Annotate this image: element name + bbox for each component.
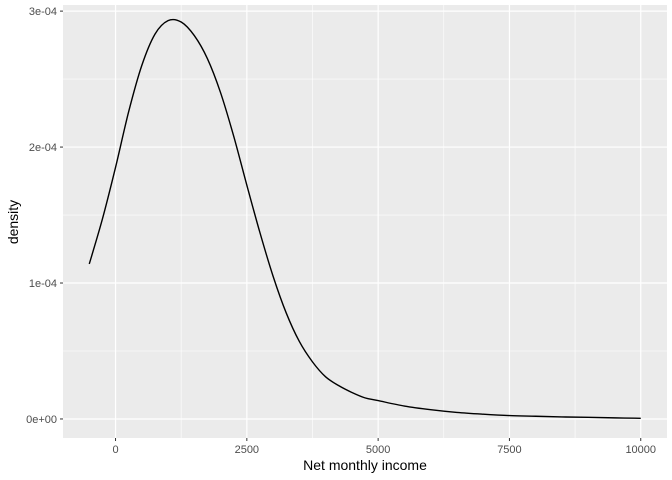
plot-panel	[63, 5, 667, 438]
y-axis-title: density	[5, 200, 21, 244]
x-axis: 0 2500 5000 7500 10000	[112, 438, 656, 456]
x-tick-label: 7500	[497, 444, 521, 456]
x-tick-label: 10000	[625, 444, 656, 456]
density-line	[88, 18, 641, 419]
x-tick-label: 0	[112, 444, 118, 456]
y-tick-label: 2e-04	[29, 142, 57, 154]
minor-gridlines	[63, 5, 667, 438]
x-tick-label: 2500	[235, 444, 259, 456]
y-axis: 0e+00 1e-04 2e-04 3e-04	[26, 6, 63, 426]
x-tick-label: 5000	[366, 444, 390, 456]
x-axis-title: Net monthly income	[303, 457, 427, 473]
y-tick-label: 3e-04	[29, 6, 57, 18]
y-tick-label: 1e-04	[29, 278, 57, 290]
major-gridlines	[63, 5, 667, 438]
y-tick-label: 0e+00	[26, 414, 57, 426]
series-layer	[88, 18, 641, 419]
